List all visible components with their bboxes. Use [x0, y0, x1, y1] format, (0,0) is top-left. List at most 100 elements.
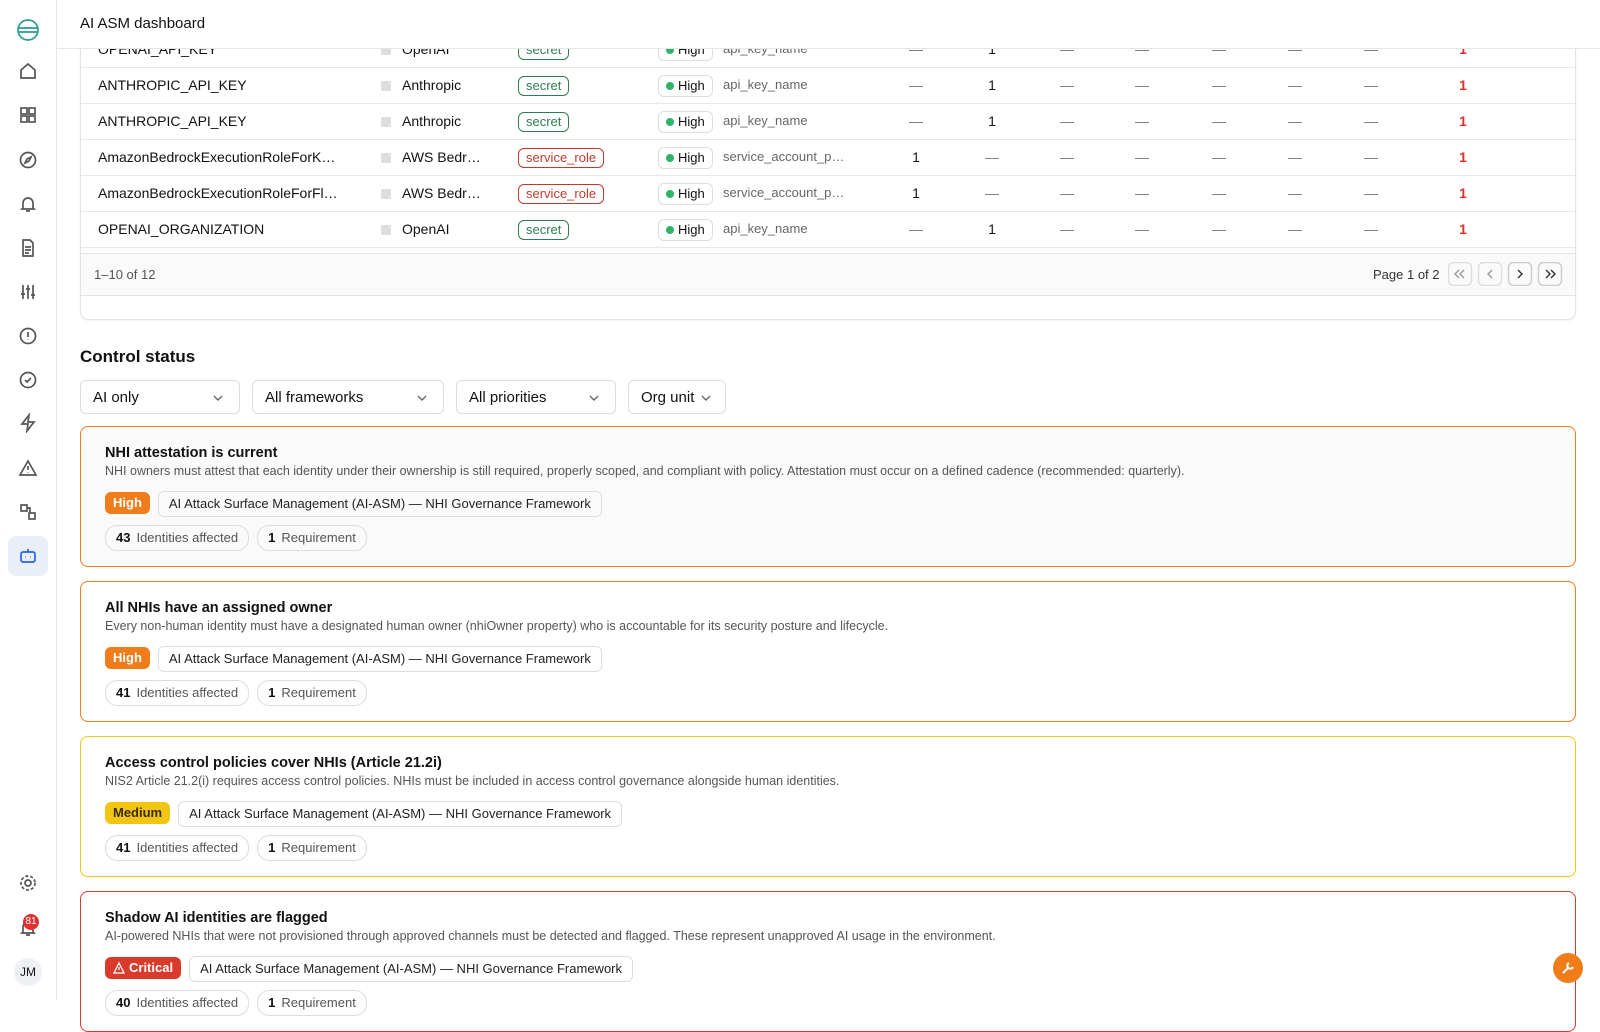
nav-settings[interactable] — [18, 873, 38, 893]
card-description: Every non-human identity must have a des… — [105, 619, 889, 633]
count-cell: 1 — [988, 41, 996, 57]
count-cell: — — [1288, 221, 1302, 237]
count-cell: — — [985, 185, 999, 201]
framework-pill: AI Attack Surface Management (AI-ASM) — … — [189, 956, 634, 982]
nav-ai-asm[interactable] — [18, 546, 38, 566]
provider-icon — [381, 45, 391, 55]
chevron — [213, 395, 223, 401]
filter-dropdown[interactable]: AI only — [80, 380, 240, 414]
type-tag: service_role — [518, 184, 605, 204]
control-card[interactable]: Access control policies cover NHIs (Arti… — [80, 736, 1576, 877]
sidebar: 81 JM — [0, 0, 57, 1000]
total: 1 — [1459, 77, 1467, 93]
total: 1 — [1459, 221, 1467, 237]
provider: OpenAI — [402, 221, 450, 237]
nav-issues[interactable] — [18, 326, 38, 346]
card-description: AI-powered NHIs that were not provisione… — [105, 929, 996, 943]
logo — [17, 19, 39, 41]
card-description: NIS2 Article 21.2(i) requires access con… — [105, 774, 840, 788]
count-cell: — — [1212, 77, 1226, 93]
count-cell: — — [1364, 149, 1378, 165]
affected-pill: 40 Identities affected — [105, 990, 250, 1016]
count-cell: — — [1060, 149, 1074, 165]
type-tag: secret — [518, 112, 570, 132]
filter-dropdown[interactable]: All frameworks — [252, 380, 444, 414]
filter-label: AI only — [93, 389, 139, 406]
nav-home[interactable] — [18, 61, 38, 81]
affected-pill: 41 Identities affected — [105, 680, 250, 706]
identity-name: AmazonBedrockExecutionRoleForK… — [98, 149, 336, 165]
count-cell: — — [1212, 149, 1226, 165]
severity: High — [658, 219, 713, 241]
requirement-count: 1 — [268, 840, 276, 855]
count-cell: — — [1060, 185, 1074, 201]
provider-icon — [381, 81, 391, 91]
nav-integrations[interactable] — [18, 502, 38, 522]
requirement-label: Requirement — [281, 995, 356, 1010]
section-title: Control status — [80, 347, 196, 366]
total: 1 — [1459, 113, 1467, 129]
priority-text: Medium — [113, 805, 163, 820]
count-cell: — — [1135, 149, 1149, 165]
framework-pill: AI Attack Surface Management (AI-ASM) — … — [157, 646, 602, 672]
avatar[interactable]: JM — [14, 958, 42, 986]
severity: High — [658, 111, 713, 133]
nav-explore[interactable] — [18, 150, 38, 170]
identity-name: OPENAI_ORGANIZATION — [98, 221, 265, 237]
provider: AWS Bedr… — [402, 185, 481, 201]
affected-label: Identities affected — [136, 840, 239, 855]
notification-badge: 81 — [23, 914, 39, 930]
nav-settings-sliders[interactable] — [18, 282, 38, 302]
provider-icon — [381, 153, 391, 163]
count-cell: 1 — [988, 221, 996, 237]
control-card[interactable]: Shadow AI identities are flagged AI-power… — [80, 891, 1576, 1032]
count-cell: — — [1135, 113, 1149, 129]
requirement-count: 1 — [268, 685, 276, 700]
framework-pill: AI Attack Surface Management (AI-ASM) — … — [178, 801, 623, 827]
priority-badge: High — [105, 647, 150, 669]
count-cell: — — [1288, 185, 1302, 201]
nav-alerts[interactable] — [18, 194, 38, 214]
nav-reports[interactable] — [18, 238, 38, 258]
nav-dashboards[interactable] — [18, 105, 38, 125]
card-description: NHI owners must attest that each identit… — [105, 464, 1185, 478]
provider: Anthropic — [402, 77, 462, 93]
affected-pill: 43 Identities affected — [105, 525, 250, 551]
count-cell: — — [1364, 221, 1378, 237]
chevron — [701, 395, 711, 401]
affected-count: 41 — [116, 840, 131, 855]
count-cell: — — [1288, 149, 1302, 165]
count-cell: — — [909, 77, 923, 93]
nav-risks[interactable] — [18, 458, 38, 478]
filter-dropdown[interactable]: All priorities — [456, 380, 616, 414]
next-page[interactable] — [1507, 262, 1533, 286]
identity-name: ANTHROPIC_API_KEY — [98, 77, 247, 93]
count-cell: — — [1212, 113, 1226, 129]
field: api_key_name — [723, 77, 808, 92]
requirement-label: Requirement — [281, 685, 356, 700]
nav-automation[interactable] — [18, 413, 38, 433]
count-cell: — — [909, 113, 923, 129]
requirement-count: 1 — [268, 995, 276, 1010]
chevron — [589, 395, 599, 401]
identity-name: AmazonBedrockExecutionRoleForFl… — [98, 185, 338, 201]
table-row: OPENAI_ORGANIZATION OpenAI secret High api_k… — [81, 211, 1575, 248]
priority-badge: Critical — [105, 957, 182, 979]
priority-text: High — [113, 495, 142, 510]
severity: High — [658, 147, 713, 169]
provider: Anthropic — [402, 113, 462, 129]
help-button[interactable] — [1552, 952, 1584, 984]
nav-compliance[interactable] — [18, 370, 38, 390]
first-page[interactable] — [1448, 262, 1473, 286]
control-card[interactable]: NHI attestation is current NHI owners mus… — [80, 426, 1576, 567]
last-page[interactable] — [1537, 262, 1563, 286]
count-cell: 1 — [988, 113, 996, 129]
control-card[interactable]: All NHIs have an assigned owner Every non… — [80, 581, 1576, 722]
prev-page[interactable] — [1477, 262, 1503, 286]
pagination-page: Page 1 of 2 — [1373, 267, 1440, 282]
affected-count: 43 — [116, 530, 131, 545]
total: 1 — [1459, 41, 1467, 57]
filter-dropdown[interactable]: Org unit — [628, 380, 726, 414]
count-cell: — — [1135, 77, 1149, 93]
